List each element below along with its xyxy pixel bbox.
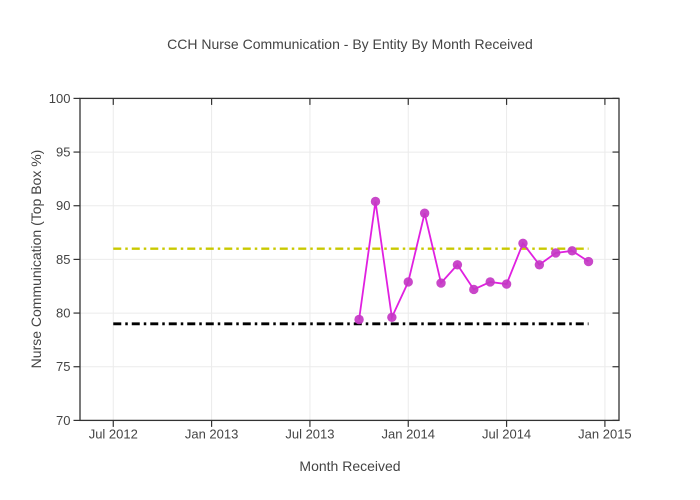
x-tick-label: Jul 2014 — [482, 426, 531, 441]
data-point[interactable] — [567, 246, 577, 256]
y-axis-title: Nurse Communication (Top Box %) — [28, 149, 44, 369]
data-point[interactable] — [583, 256, 594, 267]
y-tick-label: 80 — [56, 306, 70, 321]
y-tick-label: 95 — [56, 145, 70, 160]
y-tick-label: 70 — [56, 413, 70, 428]
data-point[interactable] — [551, 248, 561, 258]
series-line — [358, 201, 590, 321]
y-tick-label: 90 — [56, 198, 70, 213]
data-point[interactable] — [485, 277, 495, 287]
data-point[interactable] — [370, 196, 381, 207]
x-tick-label: Jan 2014 — [382, 426, 436, 441]
data-point[interactable] — [469, 284, 479, 295]
x-axis-title: Month Received — [299, 458, 401, 474]
data-point[interactable] — [534, 260, 545, 270]
data-point[interactable] — [518, 238, 528, 248]
data-point[interactable] — [387, 312, 397, 323]
x-tick-label: Jul 2012 — [89, 426, 138, 441]
data-point[interactable] — [403, 277, 413, 287]
y-tick-label: 85 — [56, 252, 70, 267]
data-point[interactable] — [452, 260, 463, 270]
y-tick-label: 75 — [56, 359, 70, 374]
x-tick-label: Jan 2015 — [578, 426, 632, 441]
data-point[interactable] — [436, 278, 446, 288]
x-tick-label: Jul 2013 — [285, 426, 334, 441]
data-point[interactable] — [419, 208, 430, 218]
data-point[interactable] — [354, 314, 364, 325]
data-point[interactable] — [501, 279, 512, 289]
y-tick-label: 100 — [49, 91, 71, 106]
x-tick-label: Jan 2013 — [185, 426, 239, 441]
chart-title: CCH Nurse Communication - By Entity By M… — [167, 36, 533, 52]
